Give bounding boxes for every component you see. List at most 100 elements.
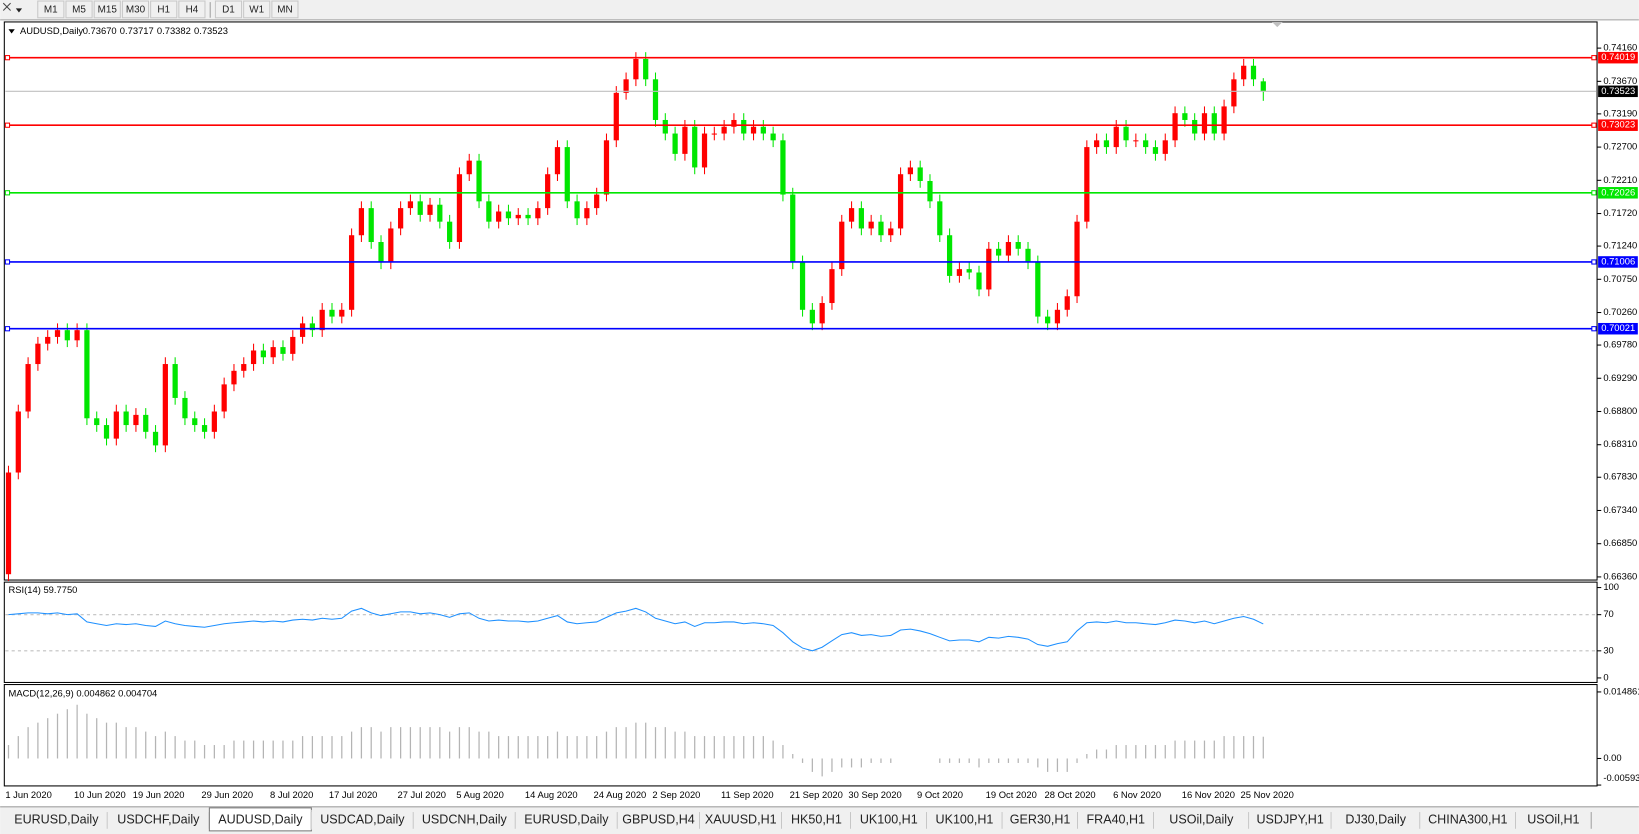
chart-tab-label[interactable]: DJ30,Daily <box>1345 813 1406 827</box>
chart-tab-label[interactable]: USOil,H1 <box>1527 813 1579 827</box>
chart-tab-label[interactable]: XAUUSD,H1 <box>705 813 777 827</box>
level-handle[interactable] <box>4 122 11 128</box>
level-handle[interactable] <box>4 259 11 265</box>
timeframe-label[interactable]: MN <box>277 5 292 16</box>
level-handle[interactable] <box>1591 326 1597 332</box>
chart-tab-label[interactable]: EURUSD,Daily <box>524 813 609 827</box>
chart-tab[interactable] <box>413 809 516 830</box>
candle-body <box>1005 242 1012 256</box>
y-tick-label: 0.00 <box>1603 752 1621 763</box>
x-tick-label: 21 Sep 2020 <box>790 789 843 800</box>
chart-tab[interactable] <box>1331 809 1421 830</box>
candle-body <box>211 411 217 432</box>
chart-tab[interactable] <box>781 809 851 830</box>
candle-body <box>1162 140 1168 154</box>
y-tick-label: 0.68310 <box>1603 438 1637 449</box>
candle-body <box>858 208 864 229</box>
chart-tab[interactable] <box>1515 809 1592 830</box>
timeframe-label[interactable]: H4 <box>186 5 199 16</box>
timeframe-button[interactable] <box>150 0 178 19</box>
chart-tab[interactable] <box>1077 809 1154 830</box>
chart-tab-label[interactable]: USDCHF,Daily <box>117 813 200 827</box>
candle-body <box>897 174 904 229</box>
chart-tab-label[interactable]: USOil,Daily <box>1169 813 1234 827</box>
timeframe-label[interactable]: D1 <box>222 5 235 16</box>
y-tick-label: 0.69780 <box>1603 339 1637 350</box>
x-tick-label: 19 Oct 2020 <box>986 789 1037 800</box>
chart-tab[interactable] <box>311 809 414 830</box>
timeframe-button[interactable] <box>271 0 299 19</box>
candle-body <box>809 309 815 324</box>
candle-body <box>633 58 639 80</box>
candle-body <box>447 221 453 243</box>
macd-frame <box>3 684 1598 787</box>
chart-tab-label[interactable]: USDJPY,H1 <box>1257 813 1324 827</box>
timeframe-button[interactable] <box>65 0 93 19</box>
indicator-title: RSI(14) 59.7750 <box>8 584 77 595</box>
chart-tab-label[interactable]: UK100,H1 <box>860 813 918 827</box>
timeframe-label[interactable]: M30 <box>126 5 146 16</box>
timeframe-button[interactable] <box>243 0 271 19</box>
chart-tab[interactable] <box>617 809 700 830</box>
candle-body <box>799 262 806 310</box>
candle-body <box>1231 79 1237 107</box>
candle-body <box>113 411 119 439</box>
timeframe-button[interactable] <box>37 0 65 19</box>
candle-body <box>1241 65 1247 80</box>
chart-tab[interactable] <box>850 809 927 830</box>
chart-tab[interactable] <box>699 809 782 830</box>
chart-tab-label[interactable]: UK100,H1 <box>936 813 994 827</box>
chart-tab-label[interactable]: USDCAD,Daily <box>320 813 405 827</box>
x-tick-label: 16 Nov 2020 <box>1182 789 1235 800</box>
toolbar-icon[interactable] <box>2 2 11 11</box>
chart-tab[interactable] <box>926 809 1003 830</box>
timeframe-button[interactable] <box>121 0 150 19</box>
level-handle[interactable] <box>1591 122 1597 128</box>
timeframe-button[interactable] <box>93 0 121 19</box>
toolbar-dropdown[interactable] <box>15 8 23 13</box>
chart-tab[interactable] <box>515 809 618 830</box>
chart-tab-label[interactable]: CHINA300,H1 <box>1428 813 1507 827</box>
chart-tab-label[interactable]: FRA40,H1 <box>1087 813 1146 827</box>
level-handle[interactable] <box>4 326 11 332</box>
x-tick-label: 17 Jul 2020 <box>329 789 378 800</box>
candle-body <box>241 364 247 371</box>
candle-body <box>731 119 737 127</box>
chart-tab-label[interactable]: HK50,H1 <box>791 813 842 827</box>
chart-tab-label[interactable]: EURUSD,Daily <box>14 813 99 827</box>
timeframe-button[interactable] <box>214 0 243 19</box>
candle-body <box>378 242 384 263</box>
candle-body <box>339 309 345 317</box>
candle-body <box>535 208 541 219</box>
level-handle[interactable] <box>1591 190 1597 196</box>
timeframe-button[interactable] <box>178 0 206 19</box>
x-tick-label: 24 Aug 2020 <box>594 789 647 800</box>
timeframe-label[interactable]: W1 <box>249 5 264 16</box>
timeframe-label[interactable]: M5 <box>72 5 86 16</box>
candle-body <box>1133 140 1139 142</box>
chart-tab[interactable] <box>107 809 210 830</box>
timeframe-label[interactable]: M15 <box>98 5 118 16</box>
level-handle[interactable] <box>4 190 11 196</box>
y-tick-label: 0.72210 <box>1603 174 1637 185</box>
chart-tab-label[interactable]: GBPUSD,H4 <box>622 813 694 827</box>
chart-tab[interactable] <box>1002 809 1078 830</box>
chart-tab[interactable] <box>1420 809 1516 830</box>
timeframe-label[interactable]: M1 <box>44 5 58 16</box>
chart-tab-label[interactable]: GER30,H1 <box>1010 813 1071 827</box>
chart-tab-label[interactable]: USDCNH,Daily <box>422 813 508 827</box>
level-handle[interactable] <box>1591 259 1597 265</box>
chart-tab[interactable] <box>1153 809 1250 830</box>
level-handle[interactable] <box>1591 55 1597 61</box>
level-label: 0.70021 <box>1601 322 1635 333</box>
last-price-box <box>1598 85 1638 98</box>
candle-body <box>1054 309 1061 324</box>
chart-tab[interactable] <box>5 809 108 830</box>
y-tick-label: -0.005938 <box>1603 772 1639 783</box>
chart-tab[interactable] <box>1249 809 1332 830</box>
level-handle[interactable] <box>4 55 11 61</box>
chart-tab-label[interactable]: AUDUSD,Daily <box>218 813 303 827</box>
timeframe-label[interactable]: H1 <box>157 5 170 16</box>
chart-menu-arrow[interactable] <box>8 29 15 34</box>
